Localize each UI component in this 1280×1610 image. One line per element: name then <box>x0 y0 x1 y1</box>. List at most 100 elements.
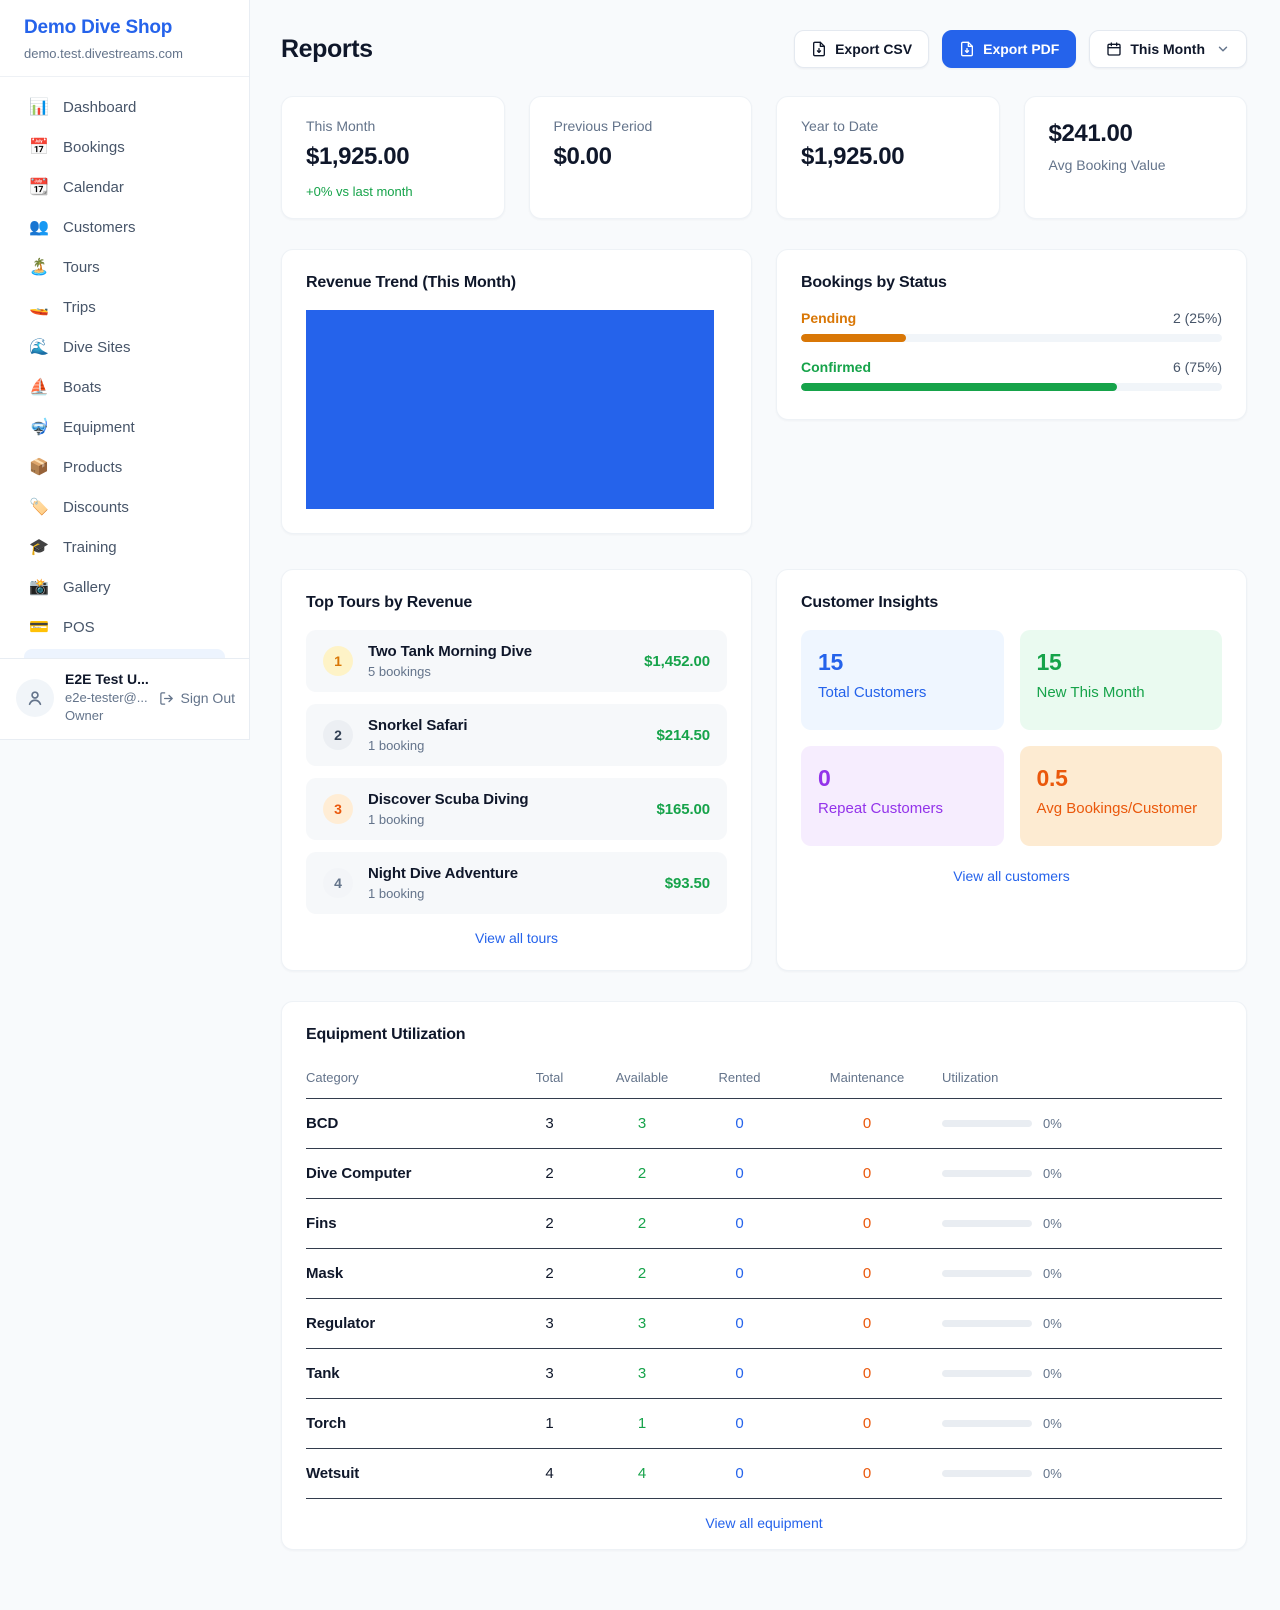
column-header-maintenance: Maintenance <box>829 1070 905 1085</box>
equipment-rented: 0 <box>735 1315 744 1332</box>
rank-badge: 3 <box>323 794 353 824</box>
user-role: Owner <box>65 708 104 724</box>
utilization-percent: 0% <box>1043 1266 1062 1281</box>
equipment-utilization-title: Equipment Utilization <box>306 1026 466 1043</box>
nav-item-icon: 🚤 <box>29 298 49 316</box>
rank-badge: 2 <box>323 720 353 750</box>
insight-label: New This Month <box>1036 684 1145 701</box>
utilization-progress-track <box>942 1470 1032 1477</box>
sidebar-item-tours[interactable]: 🏝️ Tours <box>12 249 237 286</box>
export-csv-button[interactable]: Export CSV <box>794 30 930 68</box>
table-header-row: Category Total Available Rented Maintena… <box>306 1062 1222 1099</box>
utilization-percent: 0% <box>1043 1366 1062 1381</box>
page-title: Reports <box>281 34 373 63</box>
sidebar-item-trips[interactable]: 🚤 Trips <box>12 289 237 326</box>
sidebar-item-calendar[interactable]: 📆 Calendar <box>12 169 237 206</box>
stat-card-year-to-date: Year to Date $1,925.00 <box>776 96 1000 219</box>
insight-tile: 15 New This Month <box>1019 630 1222 730</box>
column-header-available: Available <box>615 1070 669 1085</box>
column-header-category: Category <box>306 1070 359 1085</box>
nav-item-icon: 🏝️ <box>29 258 49 276</box>
sidebar-item-dashboard[interactable]: 📊 Dashboard <box>12 89 237 126</box>
sign-out-label: Sign Out <box>180 690 235 707</box>
sidebar-item-products[interactable]: 📦 Products <box>12 449 237 486</box>
sidebar-item-boats[interactable]: ⛵ Boats <box>12 369 237 406</box>
sidebar-header: Demo Dive Shop demo.test.divestreams.com <box>0 0 249 77</box>
sidebar-item-gallery[interactable]: 📸 Gallery <box>12 569 237 606</box>
insight-tile: 0 Repeat Customers <box>801 746 1004 846</box>
sidebar-item-dive-sites[interactable]: 🌊 Dive Sites <box>12 329 237 366</box>
sidebar-item-reports-partial[interactable] <box>24 649 225 658</box>
period-dropdown[interactable]: This Month <box>1089 30 1247 68</box>
sidebar-item-customers[interactable]: 👥 Customers <box>12 209 237 246</box>
utilization-progress-track <box>942 1220 1032 1227</box>
tour-name: Snorkel Safari <box>368 717 468 734</box>
customer-insights-card: Customer Insights 15 Total Customers 15 … <box>776 569 1247 971</box>
rank-badge: 4 <box>323 868 353 898</box>
equipment-available: 1 <box>637 1415 647 1432</box>
export-csv-label: Export CSV <box>835 41 913 57</box>
tour-bookings-count: 1 booking <box>368 738 425 753</box>
revenue-trend-chart <box>306 310 715 509</box>
nav-item-icon: 🏷️ <box>29 498 49 516</box>
nav-item-label: Calendar <box>63 179 124 196</box>
equipment-rented: 0 <box>735 1115 744 1132</box>
nav-item-label: Gallery <box>63 579 111 596</box>
equipment-maintenance: 0 <box>862 1315 872 1332</box>
bookings-by-status-card: Bookings by Status Pending 2 (25%) Confi… <box>776 249 1247 420</box>
insight-label: Total Customers <box>818 684 927 701</box>
view-all-equipment-link[interactable]: View all equipment <box>705 1515 823 1531</box>
insight-value: 15 <box>818 649 843 675</box>
equipment-total: 2 <box>545 1165 554 1182</box>
stat-label: Previous Period <box>553 118 653 134</box>
equipment-rented: 0 <box>735 1265 744 1282</box>
sign-out-button[interactable]: Sign Out <box>159 690 235 706</box>
table-row: Fins 2 2 0 0 0% <box>306 1199 1222 1249</box>
stat-card-previous-period: Previous Period $0.00 <box>528 96 752 219</box>
equipment-available: 2 <box>637 1265 647 1282</box>
table-row: Regulator 3 3 0 0 0% <box>306 1299 1222 1349</box>
main-content: Reports Export CSV Export PDF This Month <box>250 0 1280 1579</box>
sidebar-user-footer: E2E Test U... e2e-tester@... Owner Sign … <box>0 658 249 739</box>
nav-item-icon: 📊 <box>29 98 49 116</box>
utilization-progress-track <box>942 1170 1032 1177</box>
equipment-maintenance: 0 <box>862 1265 872 1282</box>
equipment-total: 3 <box>545 1115 554 1132</box>
status-row-confirmed: Confirmed 6 (75%) <box>801 359 1222 391</box>
user-name: E2E Test U... <box>65 671 149 687</box>
utilization-percent: 0% <box>1043 1466 1062 1481</box>
tour-revenue: $165.00 <box>656 800 710 818</box>
export-pdf-button[interactable]: Export PDF <box>942 30 1077 68</box>
stat-label: This Month <box>306 118 376 134</box>
equipment-rented: 0 <box>735 1365 744 1382</box>
table-row: BCD 3 3 0 0 0% <box>306 1099 1222 1149</box>
column-header-total: Total <box>535 1070 564 1085</box>
tour-list-item: 4 Night Dive Adventure 1 booking $93.50 <box>306 852 727 914</box>
calendar-icon <box>1107 42 1122 56</box>
sidebar-item-pos[interactable]: 💳 POS <box>12 609 237 646</box>
equipment-available: 2 <box>637 1165 647 1182</box>
tour-revenue: $1,452.00 <box>644 652 710 670</box>
nav-item-icon: 🎓 <box>29 538 49 556</box>
sidebar-item-training[interactable]: 🎓 Training <box>12 529 237 566</box>
nav-item-icon: 👥 <box>29 218 49 236</box>
sidebar-item-discounts[interactable]: 🏷️ Discounts <box>12 489 237 526</box>
user-info: E2E Test U... e2e-tester@... Owner <box>65 671 149 725</box>
stat-value: $241.00 <box>1048 120 1133 147</box>
export-pdf-label: Export PDF <box>983 41 1060 57</box>
equipment-rented: 0 <box>735 1415 744 1432</box>
file-download-icon <box>961 41 974 57</box>
utilization-percent: 0% <box>1043 1166 1062 1181</box>
equipment-category: BCD <box>306 1115 339 1132</box>
view-all-tours-link[interactable]: View all tours <box>474 930 558 946</box>
view-all-customers-link[interactable]: View all customers <box>953 868 1070 884</box>
equipment-category: Torch <box>306 1415 347 1432</box>
insight-value: 15 <box>1036 649 1062 675</box>
status-count: 2 (25%) <box>1172 310 1222 326</box>
sidebar-item-bookings[interactable]: 📅 Bookings <box>12 129 237 166</box>
column-header-utilization: Utilization <box>942 1070 999 1085</box>
insight-label: Avg Bookings/Customer <box>1036 800 1198 817</box>
equipment-total: 4 <box>545 1465 554 1482</box>
sidebar-item-equipment[interactable]: 🤿 Equipment <box>12 409 237 446</box>
equipment-rented: 0 <box>735 1465 744 1482</box>
